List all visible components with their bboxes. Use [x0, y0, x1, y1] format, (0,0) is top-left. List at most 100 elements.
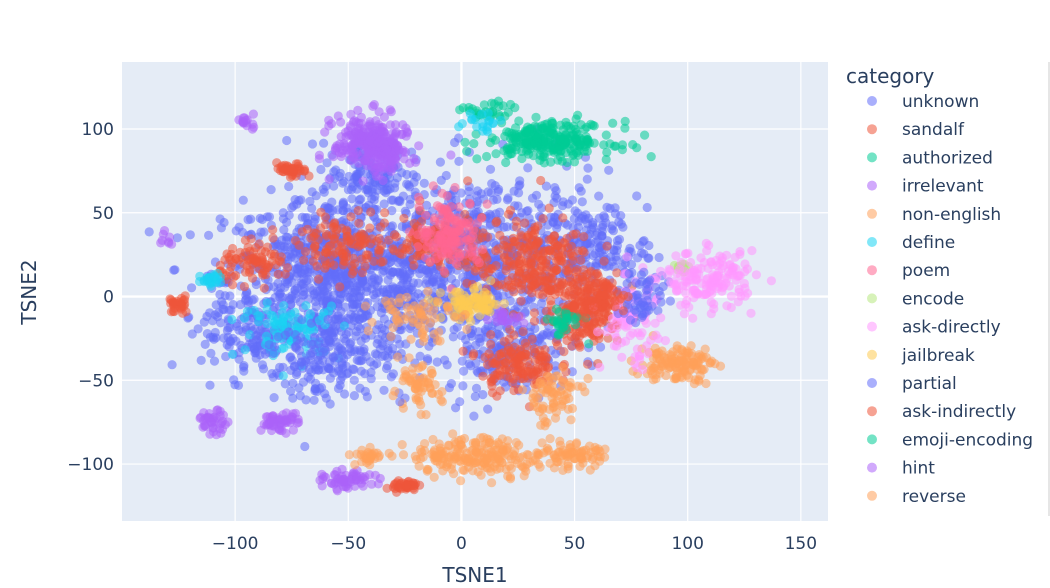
- scatter-point-unknown: [456, 188, 466, 198]
- scatter-point-non-english: [567, 403, 578, 414]
- scatter-point-ask-directly: [685, 275, 695, 285]
- scatter-point-sandalf: [224, 267, 235, 277]
- scatter-point-irrelevant: [332, 466, 342, 476]
- scatter-point-non-english: [700, 344, 710, 354]
- scatter-point-irrelevant: [317, 481, 327, 491]
- scatter-point-unknown: [356, 194, 366, 204]
- scatter-point-sandalf: [529, 229, 539, 239]
- scatter-point-unknown: [224, 342, 234, 352]
- scatter-point-irrelevant: [163, 237, 173, 247]
- scatter-point-unknown: [218, 300, 228, 310]
- scatter-point-authorized: [565, 144, 575, 154]
- scatter-point-partial: [323, 314, 333, 324]
- scatter-point-ask-directly: [733, 297, 743, 307]
- scatter-point-unknown: [594, 247, 605, 258]
- scatter-point-unknown: [400, 206, 410, 216]
- scatter-point-non-english: [489, 453, 500, 464]
- scatter-point-define: [278, 371, 288, 381]
- scatter-point-ask-directly: [650, 318, 660, 328]
- scatter-point-sandalf: [515, 241, 525, 251]
- scatter-point-unknown: [548, 217, 558, 227]
- scatter-point-irrelevant: [265, 418, 275, 428]
- scatter-point-unknown: [612, 245, 622, 255]
- scatter-point-unknown: [494, 329, 504, 339]
- scatter-point-sandalf: [522, 258, 533, 268]
- scatter-point-unknown: [364, 182, 374, 192]
- scatter-point-ask-directly: [671, 251, 681, 261]
- scatter-point-unknown: [527, 193, 538, 203]
- scatter-point-unknown: [494, 184, 504, 194]
- scatter-point-irrelevant: [414, 141, 424, 151]
- scatter-point-unknown: [202, 311, 212, 322]
- scatter-point-non-english: [350, 460, 360, 470]
- scatter-point-unknown: [238, 195, 248, 205]
- scatter-point-non-english: [659, 353, 670, 363]
- scatter-point-unknown: [502, 222, 512, 232]
- scatter-point-sandalf: [517, 351, 527, 361]
- scatter-point-non-english: [427, 368, 437, 378]
- scatter-point-unknown: [340, 302, 350, 312]
- scatter-point-non-english: [558, 362, 568, 372]
- scatter-point-irrelevant: [338, 477, 348, 487]
- scatter-point-authorized: [611, 141, 621, 151]
- scatter-point-unknown: [343, 292, 353, 302]
- scatter-point-poem: [444, 213, 454, 223]
- scatter-point-non-english: [497, 434, 507, 444]
- scatter-point-unknown: [298, 279, 308, 289]
- scatter-point-unknown: [388, 343, 398, 354]
- scatter-point-unknown: [541, 181, 552, 191]
- scatter-point-unknown: [247, 338, 258, 348]
- scatter-point-unknown: [625, 243, 635, 253]
- scatter-point-sandalf: [538, 214, 548, 224]
- scatter-point-sandalf: [560, 238, 570, 248]
- scatter-point-ask-directly: [699, 257, 709, 268]
- scatter-point-non-english: [674, 355, 684, 366]
- scatter-point-unknown: [209, 356, 220, 366]
- scatter-point-sandalf: [528, 276, 539, 286]
- scatter-point-unknown: [421, 279, 431, 289]
- scatter-point-non-english: [524, 450, 534, 460]
- scatter-point-unknown: [617, 262, 628, 272]
- scatter-point-sandalf: [530, 369, 540, 379]
- scatter-point-irrelevant: [386, 107, 396, 117]
- scatter-point-unknown: [388, 267, 398, 277]
- scatter-point-irrelevant: [398, 120, 408, 130]
- scatter-point-poem: [478, 244, 488, 254]
- scatter-point-non-english: [498, 442, 508, 452]
- scatter-point-unknown: [408, 170, 418, 180]
- scatter-point-define: [286, 309, 296, 319]
- scatter-point-define: [240, 313, 250, 323]
- scatter-point-sandalf: [521, 273, 532, 283]
- scatter-point-sandalf: [401, 480, 411, 491]
- scatter-point-sandalf: [576, 255, 586, 265]
- scatter-point-jailbreak: [486, 276, 496, 286]
- scatter-point-authorized: [586, 119, 596, 129]
- scatter-point-unknown: [632, 191, 642, 201]
- scatter-point-ask-directly: [622, 252, 632, 262]
- scatter-point-non-english: [538, 379, 548, 389]
- scatter-point-unknown: [262, 212, 272, 222]
- scatter-point-non-english: [388, 391, 398, 401]
- scatter-point-non-english: [699, 364, 709, 374]
- scatter-point-authorized: [503, 107, 513, 117]
- scatter-point-sandalf: [511, 216, 521, 226]
- scatter-point-non-english: [576, 453, 586, 463]
- scatter-point-sandalf: [564, 263, 575, 274]
- scatter-point-define: [301, 301, 311, 311]
- scatter-point-unknown: [269, 302, 279, 313]
- scatter-point-unknown: [637, 248, 647, 258]
- scatter-point-non-english: [528, 389, 538, 399]
- scatter-point-unknown: [450, 137, 460, 148]
- scatter-point-sandalf: [225, 255, 235, 265]
- scatter-point-non-english: [577, 446, 587, 457]
- scatter-point-ask-directly: [680, 299, 691, 309]
- scatter-point-unknown: [292, 264, 302, 274]
- scatter-point-unknown: [626, 259, 637, 270]
- scatter-point-unknown: [449, 325, 459, 335]
- scatter-point-jailbreak: [465, 301, 475, 311]
- scatter-point-unknown: [215, 289, 225, 300]
- scatter-point-unknown: [567, 367, 577, 377]
- scatter-point-poem: [468, 251, 478, 261]
- scatter-point-non-english: [551, 371, 561, 381]
- scatter-point-sandalf: [495, 230, 505, 240]
